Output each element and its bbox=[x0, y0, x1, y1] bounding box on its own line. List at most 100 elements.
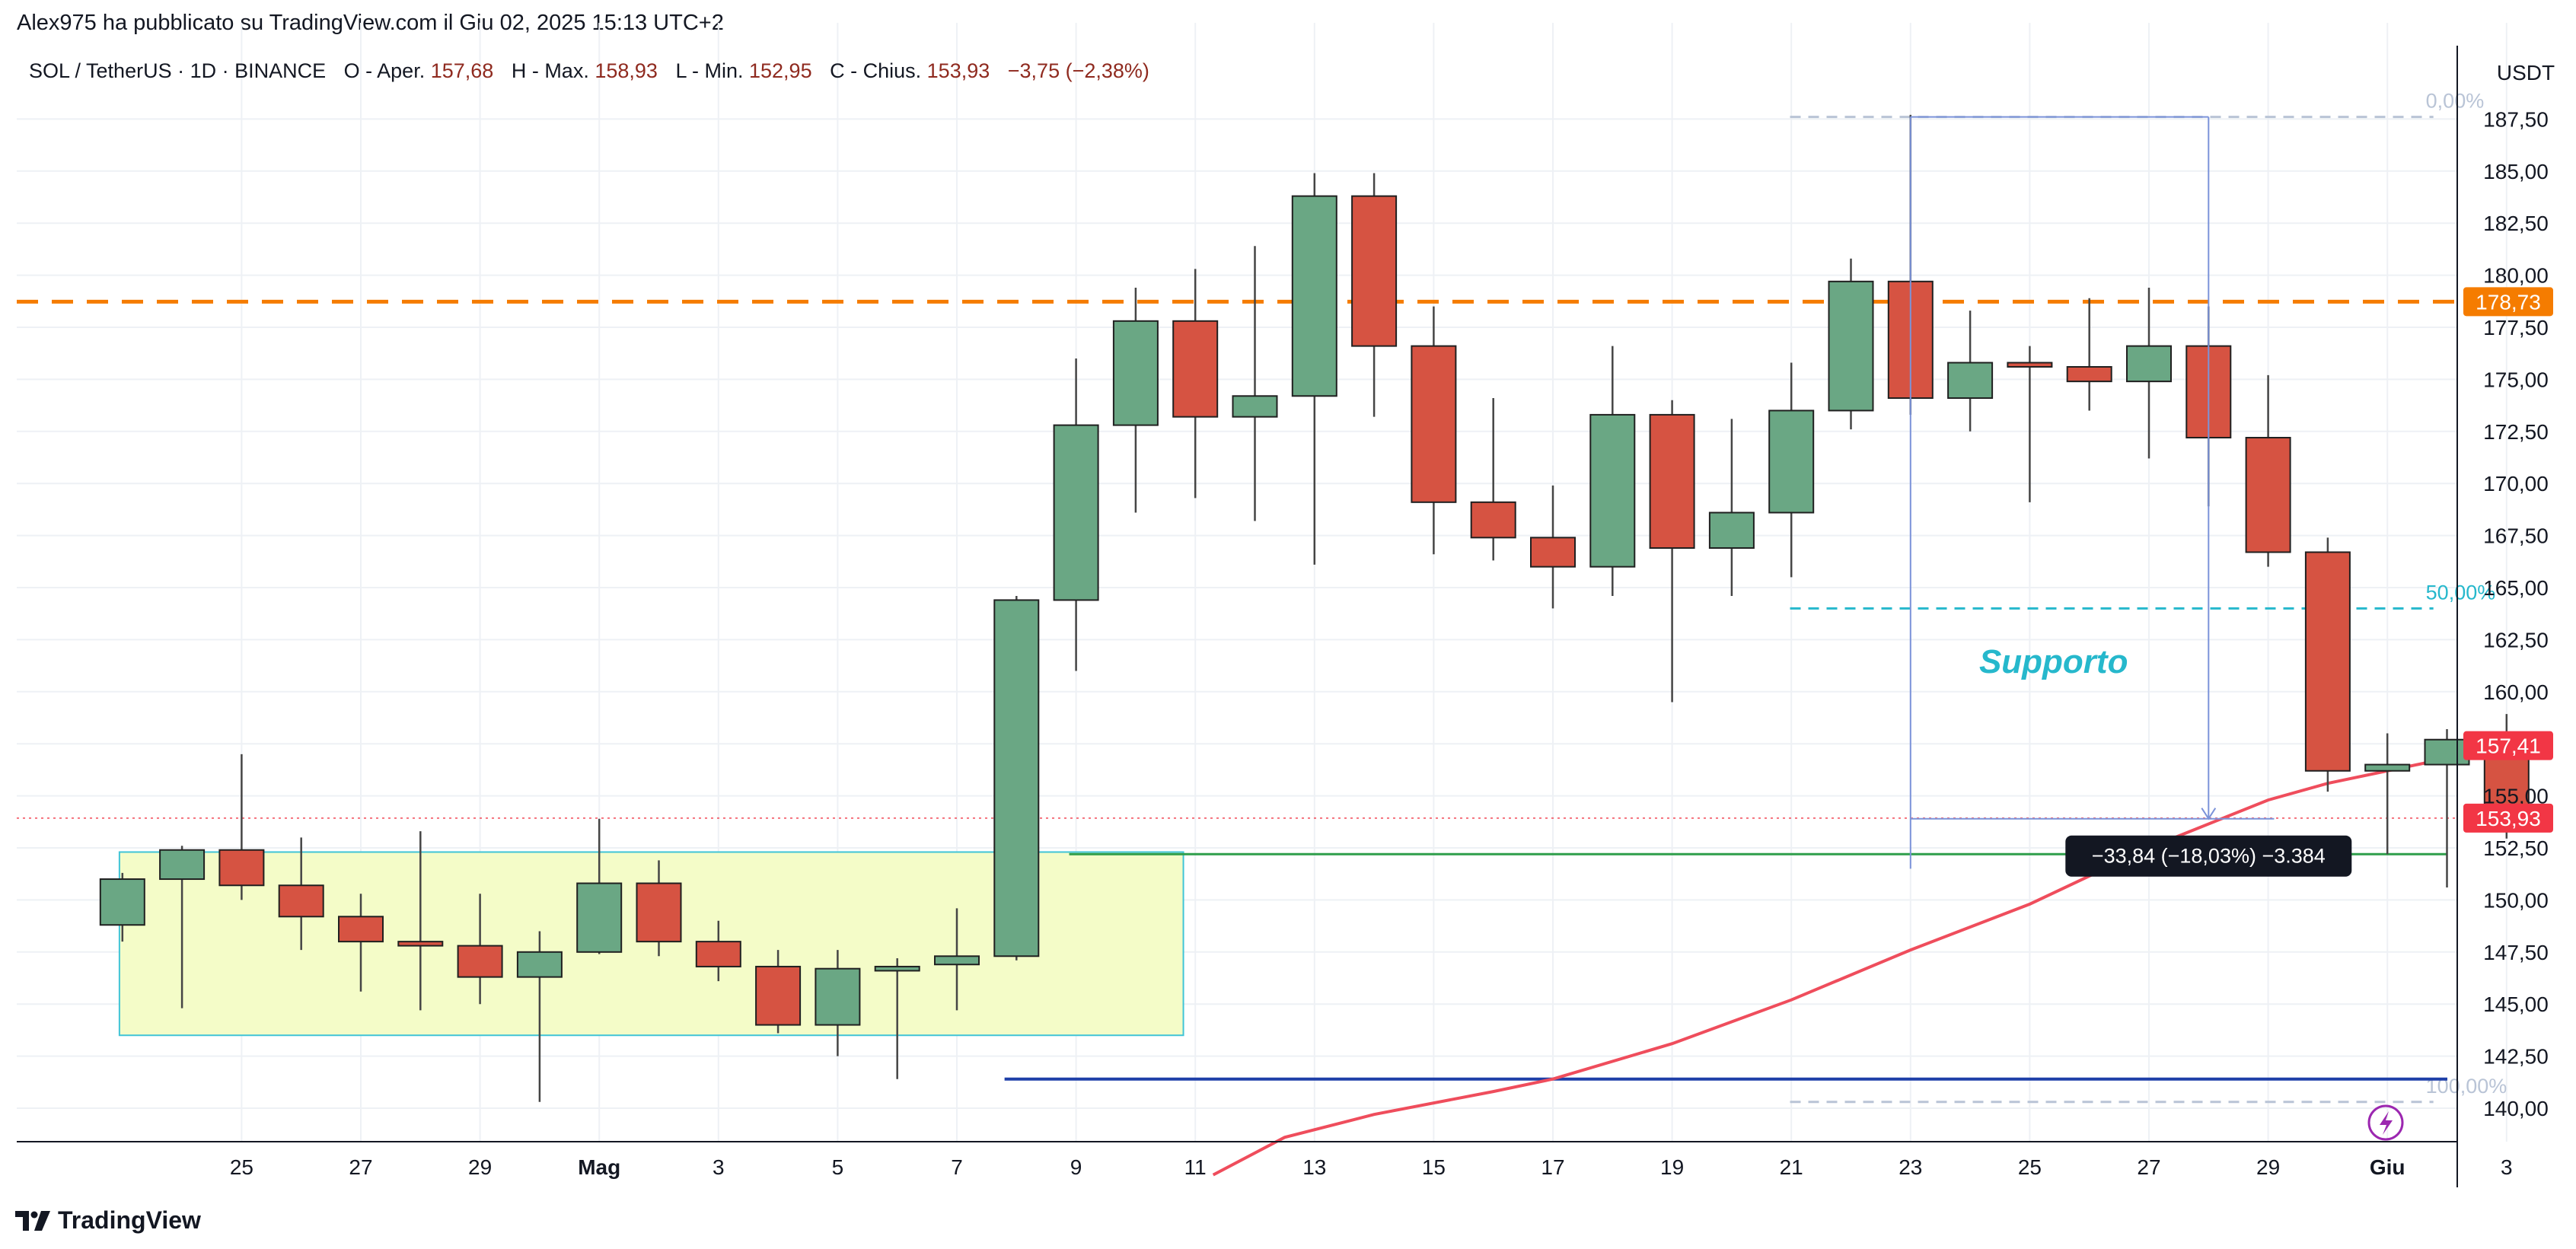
candle-body bbox=[1589, 413, 1636, 568]
legend-open-label: O - Aper. bbox=[344, 59, 426, 82]
last-price-badge: 153,93 bbox=[2463, 803, 2553, 833]
time-tick-label: 25 bbox=[230, 1155, 253, 1179]
price-tick-label: 177,50 bbox=[2483, 316, 2549, 339]
candle-body bbox=[516, 951, 563, 978]
bullish-candle bbox=[1828, 258, 1874, 430]
price-tick-label: 162,50 bbox=[2483, 628, 2549, 652]
fib-level-label: 0,00% bbox=[2426, 90, 2485, 113]
price-tick-label: 147,50 bbox=[2483, 941, 2549, 964]
bullish-candle bbox=[576, 818, 623, 954]
price-badge-box bbox=[2463, 803, 2553, 833]
bearish-candle bbox=[1351, 173, 1398, 417]
candle-body bbox=[1053, 424, 1099, 601]
bearish-candle bbox=[755, 950, 802, 1034]
bullish-candle bbox=[874, 958, 920, 1079]
bullish-candle bbox=[1708, 419, 1755, 596]
time-tick-label: 13 bbox=[1302, 1155, 1326, 1179]
candle-body bbox=[278, 884, 324, 918]
legend-close-value: 153,93 bbox=[927, 59, 990, 82]
time-tick-label: 29 bbox=[2256, 1155, 2280, 1179]
candle-body bbox=[1768, 409, 1815, 514]
price-badge-text: 178,73 bbox=[2476, 290, 2541, 314]
legend-open-value: 157,68 bbox=[431, 59, 494, 82]
lightning-icon[interactable] bbox=[2367, 1104, 2404, 1141]
price-tick-label: 187,50 bbox=[2483, 107, 2549, 131]
price-tick-label: 140,00 bbox=[2483, 1097, 2549, 1120]
ma-price-badge: 157,41 bbox=[2463, 731, 2553, 760]
bullish-candle bbox=[1112, 288, 1159, 513]
time-tick-label: 3 bbox=[2501, 1155, 2513, 1179]
candle-body bbox=[1291, 195, 1337, 397]
candle-body bbox=[1947, 362, 1994, 400]
measure-arrow-head bbox=[2201, 808, 2217, 820]
chart-legend: SOL / TetherUS · 1D · BINANCE O - Aper. … bbox=[29, 59, 1149, 82]
candle-body bbox=[397, 941, 444, 947]
bullish-candle bbox=[1768, 362, 1815, 578]
bullish-candle bbox=[159, 846, 206, 1008]
bullish-candle bbox=[516, 931, 563, 1102]
price-tick-label: 152,50 bbox=[2483, 836, 2549, 860]
candle-body bbox=[874, 965, 920, 972]
legend-high-value: 158,93 bbox=[595, 59, 658, 82]
price-badge-text: 157,41 bbox=[2476, 734, 2541, 758]
time-tick-label: 29 bbox=[468, 1155, 492, 1179]
bearish-candle bbox=[695, 920, 741, 982]
bearish-candle bbox=[278, 837, 324, 951]
bearish-candle bbox=[1649, 400, 1695, 703]
price-tick-label: 180,00 bbox=[2483, 264, 2549, 288]
price-tick-label: 160,00 bbox=[2483, 680, 2549, 704]
candle-body bbox=[2066, 365, 2112, 383]
candles bbox=[99, 114, 2530, 1102]
candle-body bbox=[2304, 551, 2351, 772]
bearish-candle bbox=[2007, 346, 2053, 502]
candle-body bbox=[815, 967, 861, 1026]
time-tick-label: 7 bbox=[951, 1155, 963, 1179]
bearish-candle bbox=[457, 894, 503, 1005]
candle-body bbox=[1828, 280, 1874, 412]
bearish-candle bbox=[2066, 298, 2112, 411]
candle-body bbox=[159, 849, 206, 881]
legend-change-value: −3,75 (−2,38%) bbox=[1008, 59, 1149, 82]
candle-body bbox=[755, 965, 802, 1026]
candle-body bbox=[695, 941, 741, 967]
bearish-candle bbox=[1411, 306, 1457, 555]
bullish-candle bbox=[99, 872, 145, 942]
price-tick-label: 182,50 bbox=[2483, 212, 2549, 235]
candle-body bbox=[99, 878, 145, 926]
price-tick-label: 170,00 bbox=[2483, 472, 2549, 495]
bearish-candle bbox=[338, 894, 384, 992]
fib-level-label: 50,00% bbox=[2426, 581, 2496, 604]
candle-body bbox=[2126, 345, 2172, 383]
supporto-annotation: Supporto bbox=[1979, 643, 2128, 680]
axes: 140,00142,50145,00147,50150,00152,50155,… bbox=[17, 46, 2553, 1187]
bullish-candle bbox=[934, 908, 980, 1011]
time-tick-label: 3 bbox=[713, 1155, 725, 1179]
measure-label-text: −33,84 (−18,03%) −3.384 bbox=[2092, 845, 2326, 868]
price-tick-label: 142,50 bbox=[2483, 1045, 2549, 1069]
moving-average-line bbox=[1212, 744, 2507, 1177]
candle-body bbox=[1708, 511, 1755, 550]
candle-body bbox=[1232, 395, 1278, 418]
time-tick-label: 19 bbox=[1660, 1155, 1684, 1179]
tradingview-logo[interactable]: TradingView bbox=[15, 1206, 201, 1235]
time-tick-label: 23 bbox=[1899, 1155, 1922, 1179]
price-badge-box bbox=[2463, 287, 2553, 317]
price-tick-label: 175,00 bbox=[2483, 368, 2549, 391]
publish-header: Alex975 ha pubblicato su TradingView.com… bbox=[17, 11, 724, 35]
bullish-candle bbox=[815, 950, 861, 1056]
bullish-candle bbox=[1291, 173, 1337, 565]
price-badge-box bbox=[2463, 731, 2553, 760]
candle-body bbox=[1649, 413, 1695, 550]
price-badge-text: 153,93 bbox=[2476, 807, 2541, 830]
candle-body bbox=[1351, 195, 1398, 347]
bearish-candle bbox=[2245, 374, 2291, 567]
bearish-candle bbox=[636, 860, 682, 957]
time-tick-label: 17 bbox=[1541, 1155, 1564, 1179]
bearish-candle bbox=[1530, 485, 1576, 609]
candle-body bbox=[2424, 738, 2470, 766]
time-tick-label: 27 bbox=[2137, 1155, 2160, 1179]
tradingview-logo-icon bbox=[15, 1210, 50, 1231]
legend-low-label: L - Min. bbox=[675, 59, 743, 82]
time-tick-label: 25 bbox=[2018, 1155, 2042, 1179]
